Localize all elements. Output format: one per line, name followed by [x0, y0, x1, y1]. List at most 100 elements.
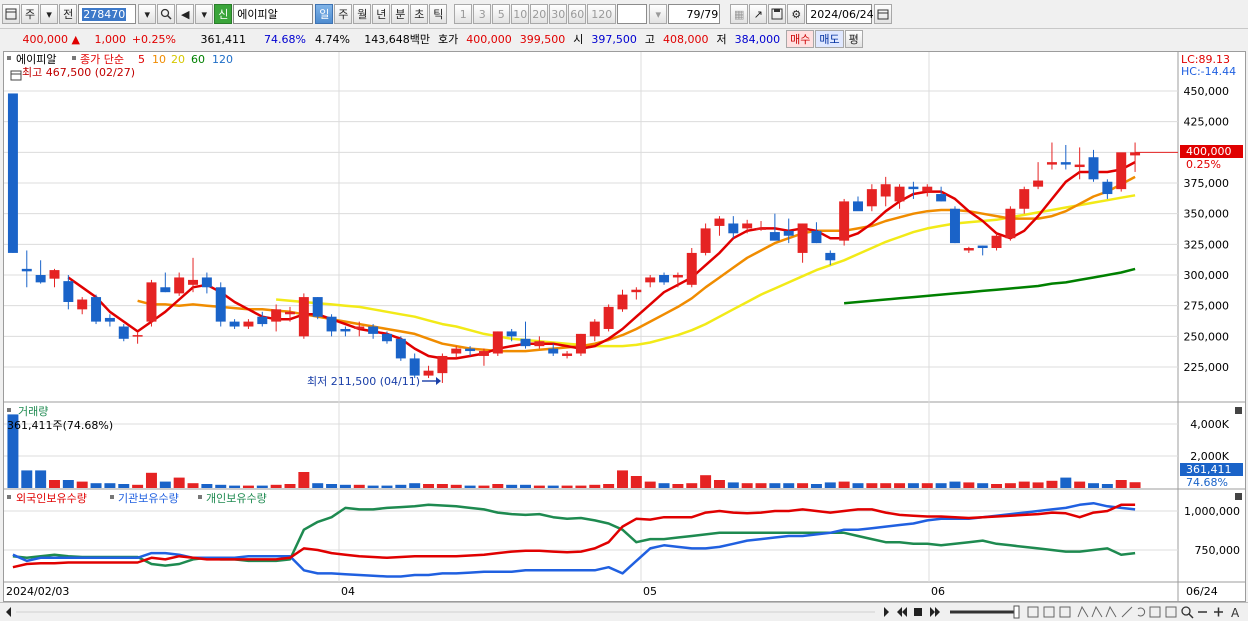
forward-icon-a[interactable] — [930, 607, 935, 617]
volume-tick-label: 4,000K — [1190, 418, 1229, 431]
buy-button[interactable]: 매수 — [786, 30, 815, 48]
candle-body — [326, 316, 337, 332]
bottom-bar: A — [0, 602, 1248, 621]
layer-icon[interactable] — [1149, 606, 1161, 618]
search-icon[interactable] — [157, 4, 176, 24]
candle-body — [700, 228, 711, 253]
interval-day[interactable]: 일 — [315, 4, 334, 24]
custom-dropdown-icon[interactable]: ▾ — [649, 4, 668, 24]
price-tag-box — [1180, 145, 1243, 158]
scroll-right-icon[interactable] — [884, 607, 889, 617]
period-mode-button[interactable]: 주 — [21, 4, 40, 24]
line-tool-icons[interactable] — [1077, 605, 1117, 618]
volume-bar-layer — [7, 414, 1141, 488]
custom-number-input[interactable] — [617, 4, 648, 24]
volume-bar — [367, 485, 379, 488]
volume-bar — [741, 483, 753, 488]
ma-20-label: 20 — [171, 53, 185, 66]
gear-icon[interactable]: ⚙ — [787, 4, 806, 24]
volume-bar — [1088, 483, 1099, 488]
candle-body — [866, 189, 877, 207]
interval-month[interactable]: 월 — [353, 4, 372, 24]
interval-tick[interactable]: 틱 — [429, 4, 448, 24]
volume-bar — [727, 482, 739, 488]
volume-bar — [880, 483, 892, 488]
volume-bar — [1046, 480, 1058, 488]
rewind-icon-a[interactable] — [897, 607, 902, 617]
num-button-5[interactable]: 5 — [492, 4, 511, 24]
avg-button[interactable]: 평 — [844, 30, 863, 48]
candle-body — [91, 297, 102, 322]
volume-bar — [326, 484, 338, 488]
interval-minute[interactable]: 분 — [391, 4, 410, 24]
candle-body — [478, 351, 489, 356]
view-icon-1[interactable] — [1027, 606, 1039, 618]
speaker-icon[interactable]: ◀ — [176, 4, 195, 24]
volume-bar — [1101, 484, 1113, 488]
stock-code-input[interactable]: 278470 — [78, 4, 137, 24]
candle-body — [1005, 208, 1016, 239]
num-button-20[interactable]: 20 — [530, 4, 549, 24]
view-icon-3[interactable] — [1059, 606, 1071, 618]
rewind-icon-b[interactable] — [902, 607, 907, 617]
auto-icon[interactable]: A — [1231, 606, 1240, 620]
draw-tool-icon[interactable]: ↗ — [749, 4, 768, 24]
quote-bar: 400,000 ▲ 1,000 +0.25% 361,411 74.68% 4.… — [0, 28, 1248, 49]
candle-body — [395, 338, 406, 359]
candle-body — [575, 333, 586, 354]
num-button-1[interactable]: 1 — [454, 4, 473, 24]
layout-icon[interactable] — [2, 4, 20, 24]
stock-title: 에이피알 — [16, 52, 56, 66]
num-button-120[interactable]: 120 — [587, 4, 617, 24]
date-field[interactable]: 2024/06/24 — [806, 4, 874, 24]
chart-canvas[interactable]: 450,000 425,000 400,000 375,000 350,000 325,0… — [4, 52, 1245, 601]
view-icon-2[interactable] — [1043, 606, 1055, 618]
candle-body — [340, 328, 351, 332]
layout-icon-svg — [5, 8, 17, 20]
prev-button[interactable]: 전 — [59, 4, 78, 24]
open-price: 397,500 — [591, 32, 637, 46]
num-button-30[interactable]: 30 — [549, 4, 568, 24]
code-dropdown-icon[interactable]: ▾ — [138, 4, 157, 24]
num-button-10[interactable]: 10 — [511, 4, 530, 24]
candle-body — [146, 282, 157, 322]
chart-area[interactable]: 450,000 425,000 400,000 375,000 350,000 325,0… — [3, 51, 1246, 602]
volume-bar — [1060, 477, 1072, 488]
current-price-tag: 400,000 0.25% — [1180, 145, 1243, 171]
candle-body — [631, 289, 642, 293]
sell-button[interactable]: 매도 — [815, 30, 844, 48]
calendar-icon[interactable] — [874, 4, 893, 24]
interval-week[interactable]: 주 — [334, 4, 353, 24]
zoom-slider-handle[interactable] — [1013, 605, 1020, 619]
volume-bar — [201, 484, 213, 488]
volume-bar — [506, 484, 518, 488]
volume-ratio: 74.68% — [264, 32, 306, 46]
chart-grid-icon[interactable]: ▦ — [730, 4, 749, 24]
candle-body — [215, 287, 226, 322]
candle-body — [728, 223, 739, 234]
speaker-dropdown-icon[interactable]: ▾ — [195, 4, 214, 24]
settings-box-icon[interactable] — [1165, 606, 1177, 618]
draw-tool-icons[interactable] — [1121, 606, 1146, 618]
holdings-legend-marker-3 — [198, 495, 202, 499]
save-icon[interactable] — [768, 4, 787, 24]
period-dropdown-icon[interactable]: ▾ — [40, 4, 59, 24]
zoom-search-icon[interactable] — [1181, 606, 1191, 616]
stock-name-field[interactable]: 에이피알 — [233, 4, 314, 24]
holdings-close-icon[interactable] — [1235, 493, 1242, 500]
num-button-3[interactable]: 3 — [473, 4, 492, 24]
count-field[interactable]: 79/79 — [668, 4, 721, 24]
hc-label: HC:-14.44 — [1181, 65, 1236, 78]
forward-icon-b[interactable] — [935, 607, 940, 617]
candle-body — [257, 316, 268, 325]
scroll-left-icon[interactable] — [6, 607, 11, 617]
num-button-60[interactable]: 60 — [568, 4, 587, 24]
stop-icon[interactable] — [914, 608, 922, 616]
volume-close-icon[interactable] — [1235, 407, 1242, 414]
zoom-search-icon-handle — [1188, 613, 1194, 619]
candle-body — [548, 348, 559, 354]
interval-year[interactable]: 년 — [372, 4, 391, 24]
top-toolbar: 주 ▾ 전 278470 ▾ ◀ ▾ 신 에이피알 일 주 월 년 분 초 틱 … — [0, 0, 1248, 28]
table-icon[interactable] — [10, 70, 22, 81]
interval-second[interactable]: 초 — [410, 4, 429, 24]
